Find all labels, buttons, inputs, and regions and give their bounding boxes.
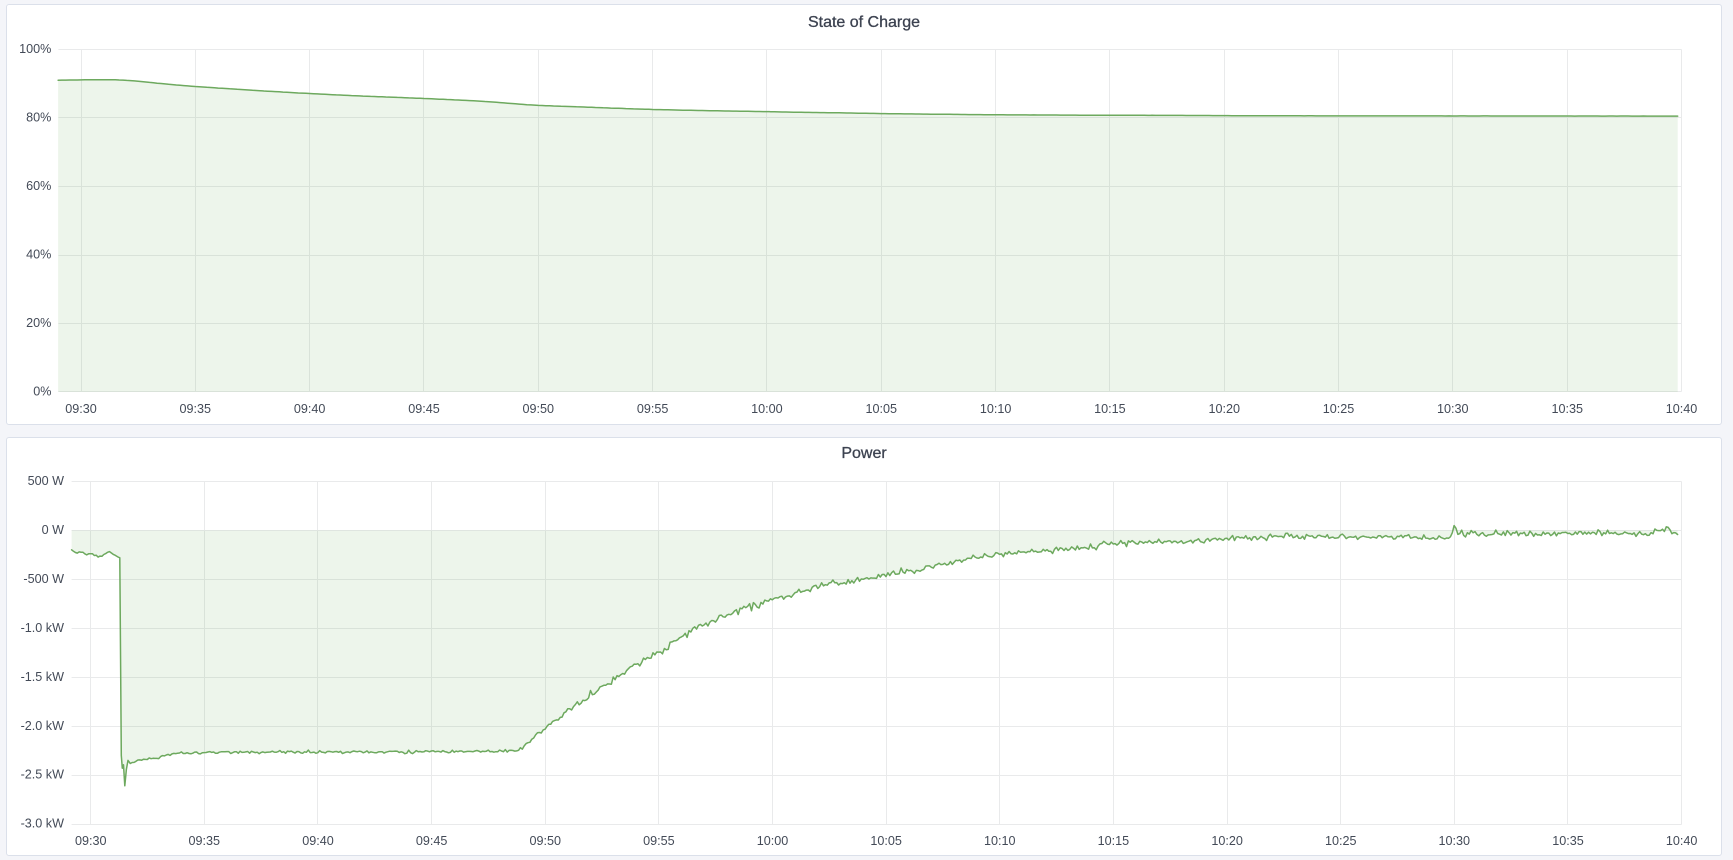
svg-text:100%: 100% bbox=[19, 42, 51, 56]
svg-text:State of Charge: State of Charge bbox=[808, 13, 920, 30]
svg-text:09:40: 09:40 bbox=[294, 402, 326, 416]
svg-text:-500 W: -500 W bbox=[23, 572, 64, 586]
svg-text:09:30: 09:30 bbox=[65, 402, 97, 416]
svg-text:09:45: 09:45 bbox=[408, 402, 440, 416]
svg-text:09:45: 09:45 bbox=[416, 834, 448, 848]
svg-text:09:55: 09:55 bbox=[637, 402, 669, 416]
svg-text:-2.5 kW: -2.5 kW bbox=[21, 768, 64, 782]
svg-text:10:15: 10:15 bbox=[1094, 402, 1126, 416]
svg-text:10:05: 10:05 bbox=[865, 402, 897, 416]
svg-text:10:00: 10:00 bbox=[751, 402, 783, 416]
svg-text:10:35: 10:35 bbox=[1552, 834, 1584, 848]
svg-text:0%: 0% bbox=[33, 384, 51, 398]
svg-text:10:40: 10:40 bbox=[1666, 402, 1698, 416]
svg-text:09:50: 09:50 bbox=[529, 834, 561, 848]
svg-text:09:50: 09:50 bbox=[523, 402, 555, 416]
svg-text:10:25: 10:25 bbox=[1323, 402, 1355, 416]
svg-text:10:20: 10:20 bbox=[1211, 834, 1243, 848]
svg-text:10:30: 10:30 bbox=[1439, 834, 1471, 848]
svg-text:10:10: 10:10 bbox=[984, 834, 1016, 848]
svg-text:09:30: 09:30 bbox=[75, 834, 107, 848]
svg-text:20%: 20% bbox=[26, 316, 51, 330]
svg-text:500 W: 500 W bbox=[28, 474, 65, 488]
svg-text:-3.0 kW: -3.0 kW bbox=[21, 817, 64, 831]
svg-text:10:15: 10:15 bbox=[1098, 834, 1130, 848]
svg-text:10:35: 10:35 bbox=[1551, 402, 1583, 416]
svg-text:09:35: 09:35 bbox=[189, 834, 221, 848]
svg-text:10:40: 10:40 bbox=[1666, 834, 1698, 848]
svg-text:10:05: 10:05 bbox=[870, 834, 902, 848]
svg-text:10:20: 10:20 bbox=[1208, 402, 1240, 416]
svg-text:80%: 80% bbox=[26, 110, 51, 124]
svg-text:09:35: 09:35 bbox=[180, 402, 212, 416]
svg-text:09:40: 09:40 bbox=[302, 834, 334, 848]
svg-text:-1.0 kW: -1.0 kW bbox=[21, 621, 64, 635]
svg-text:-1.5 kW: -1.5 kW bbox=[21, 670, 64, 684]
svg-text:-2.0 kW: -2.0 kW bbox=[21, 719, 64, 733]
svg-text:10:30: 10:30 bbox=[1437, 402, 1469, 416]
svg-text:0 W: 0 W bbox=[42, 523, 65, 537]
svg-text:10:00: 10:00 bbox=[757, 834, 789, 848]
svg-text:10:10: 10:10 bbox=[980, 402, 1012, 416]
svg-text:Power: Power bbox=[841, 445, 887, 462]
svg-text:09:55: 09:55 bbox=[643, 834, 675, 848]
svg-text:10:25: 10:25 bbox=[1325, 834, 1357, 848]
svg-text:40%: 40% bbox=[26, 247, 51, 261]
svg-text:60%: 60% bbox=[26, 179, 51, 193]
